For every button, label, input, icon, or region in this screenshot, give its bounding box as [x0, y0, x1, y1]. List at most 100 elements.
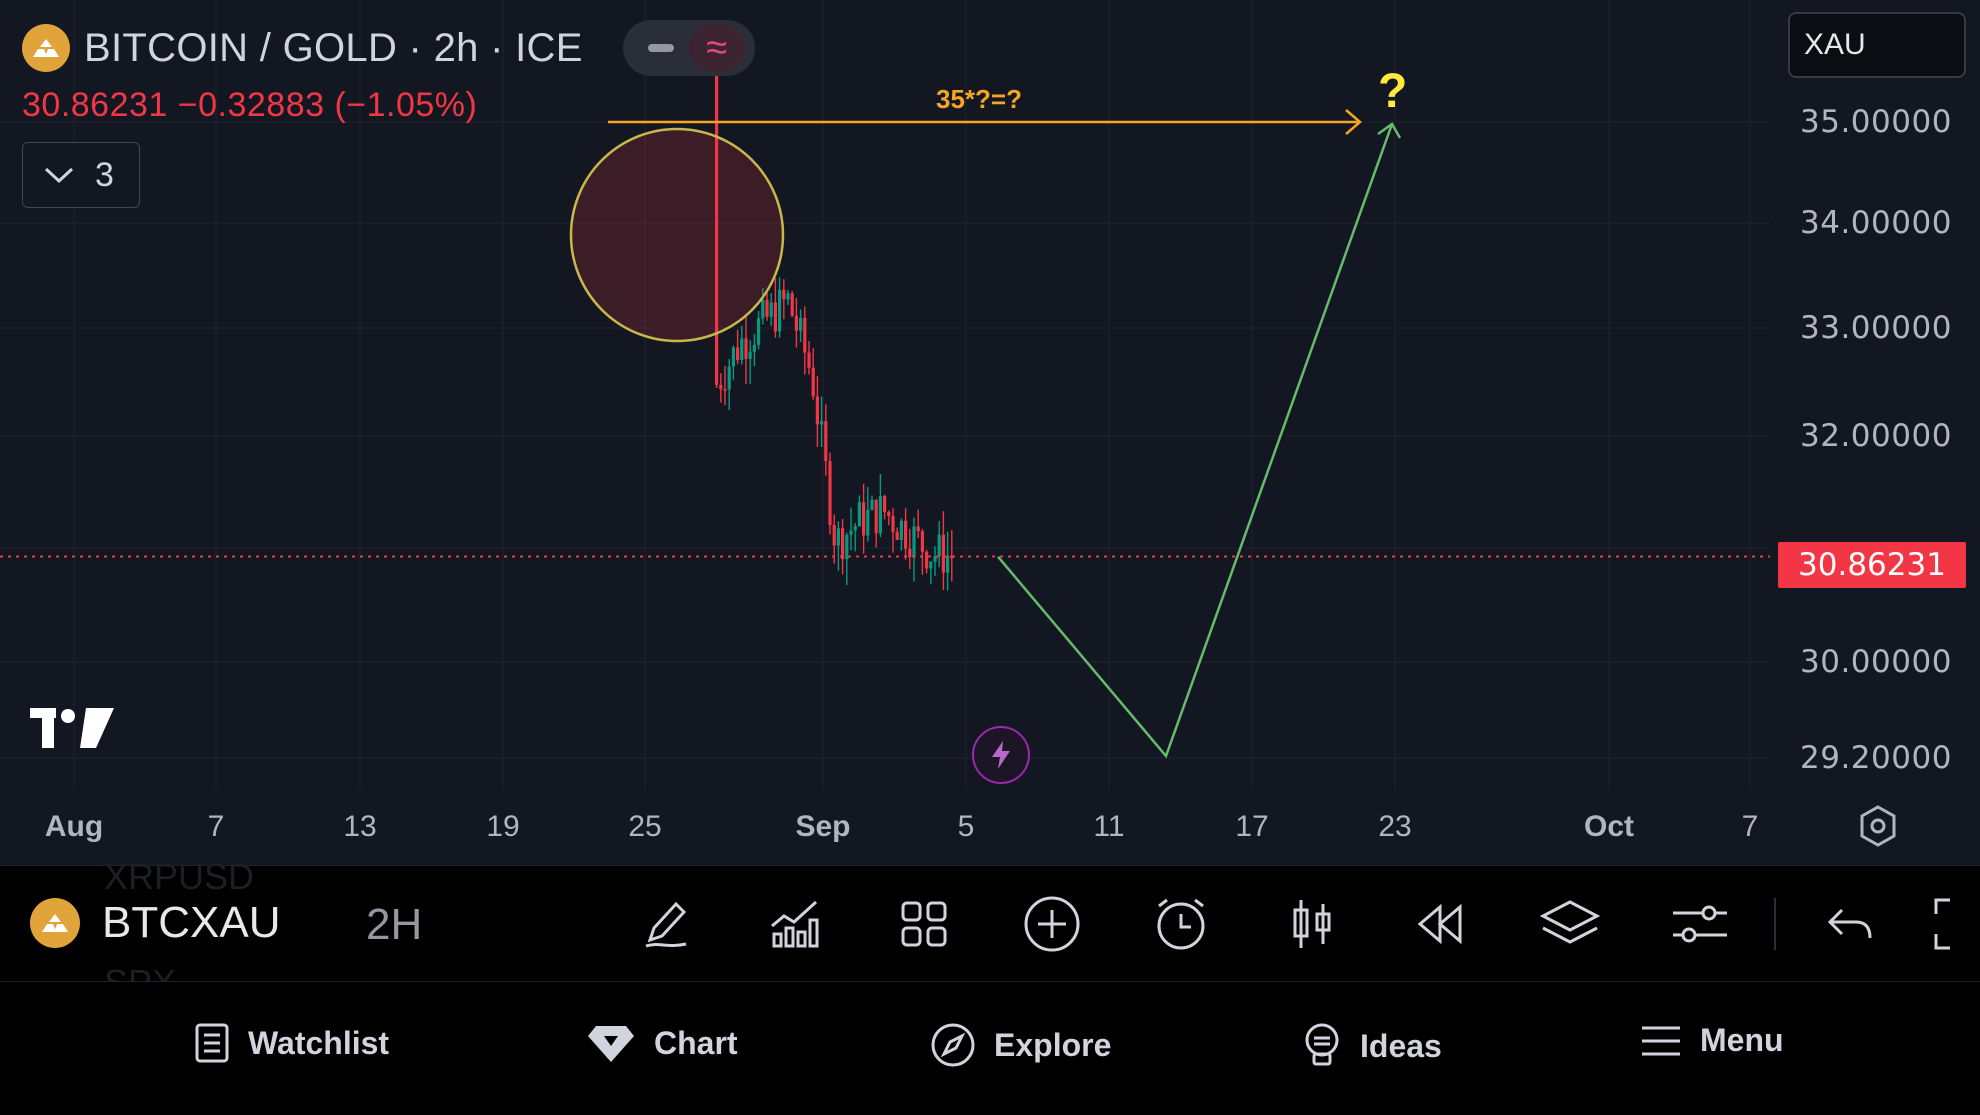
candle-body [794, 315, 798, 331]
symbol-ticker[interactable]: BTCXAU [102, 898, 281, 947]
x-tick-label: 11 [1093, 810, 1125, 843]
lightning-events-icon[interactable] [972, 726, 1030, 784]
candle-body [866, 509, 870, 536]
candle-body [908, 548, 912, 558]
y-tick-label: 34.00000 [1800, 205, 1952, 241]
candle-body [820, 421, 824, 425]
settings-sliders-icon[interactable] [1668, 892, 1732, 956]
chart-toolbar: XRPUSD SPX BTCXAU 2H [0, 856, 1980, 1003]
candle-body [937, 534, 941, 557]
x-tick-label: 19 [486, 810, 520, 843]
nav-watchlist[interactable]: Watchlist [194, 1022, 389, 1064]
x-tick-label: Oct [1583, 810, 1635, 843]
undo-icon[interactable] [1818, 892, 1882, 956]
watchlist-icon [195, 1023, 229, 1063]
compass-icon [931, 1023, 975, 1067]
layouts-icon[interactable] [892, 892, 956, 956]
chart-grid [0, 0, 1770, 790]
chart-mode-pill[interactable]: ≈ [622, 20, 755, 76]
y-tick-label: 30.00000 [1800, 644, 1952, 680]
candle-body [736, 347, 740, 360]
scale-currency-button[interactable]: XAU [1788, 12, 1966, 78]
replay-icon[interactable] [1408, 892, 1472, 956]
lightbulb-icon [1305, 1023, 1339, 1066]
x-tick-label: 13 [343, 810, 377, 843]
nav-chart[interactable]: Chart [586, 1022, 738, 1064]
question-mark-label[interactable]: ? [1378, 65, 1408, 118]
pen-icon[interactable] [634, 892, 698, 956]
ghost-symbol: XRPUSD [104, 856, 255, 897]
candle-body [857, 502, 861, 527]
price-chart[interactable] [0, 0, 1980, 865]
x-tick-label: Sep [795, 810, 851, 843]
candle-body [933, 556, 937, 562]
layers-icon[interactable] [1538, 892, 1602, 956]
candle-body [883, 496, 887, 513]
candle-body [744, 338, 748, 359]
nav-ideas[interactable]: Ideas [1302, 1022, 1442, 1070]
indicators-collapse-button[interactable]: 3 [22, 142, 140, 208]
candle-body [715, 38, 719, 385]
indicators-icon[interactable] [762, 892, 826, 956]
candle-body [723, 389, 727, 391]
nav-label: Chart [654, 1024, 738, 1061]
candle-body [853, 526, 857, 531]
candle-body [946, 555, 950, 573]
gold-coin-icon [30, 898, 80, 948]
candle-body [941, 534, 945, 573]
chart-diamond-icon [588, 1026, 634, 1062]
candle-body [895, 531, 899, 541]
candle-body [891, 515, 895, 532]
minus-icon[interactable] [633, 24, 689, 72]
x-tick-label: 23 [1378, 810, 1412, 843]
candle-body [727, 366, 731, 390]
candle-body [761, 299, 765, 319]
candle-body [904, 520, 908, 549]
candle-body [912, 526, 916, 558]
candle-body [799, 317, 803, 331]
hamburger-menu-icon [1642, 1026, 1680, 1055]
candle-body [765, 299, 769, 317]
y-tick-label: 33.00000 [1800, 310, 1952, 346]
target-annotation[interactable]: 35*?=? [936, 84, 1022, 114]
candle-body [782, 289, 786, 300]
tradingview-logo[interactable] [30, 706, 116, 757]
chart-area[interactable]: BITCOIN / GOLD · 2h · ICE ≈ 30.86231 −0.… [0, 0, 1980, 865]
candle-body [811, 367, 815, 397]
highlight-circle [569, 127, 785, 343]
y-tick-label: 35.00000 [1800, 104, 1952, 140]
symbol-title[interactable]: BITCOIN / GOLD · 2h · ICE [84, 25, 583, 70]
interval-button[interactable]: 2H [366, 900, 423, 949]
gear-icon[interactable] [1856, 804, 1900, 853]
nav-menu[interactable]: Menu [1640, 1022, 1784, 1059]
candle-body [925, 551, 929, 569]
add-icon[interactable] [1020, 892, 1084, 956]
gold-coin-icon [22, 24, 70, 72]
y-tick-label: 29.20000 [1800, 740, 1952, 776]
price-change: 30.86231 −0.32883 (−1.05%) [22, 86, 478, 124]
candle-body [740, 338, 744, 360]
candle-body [807, 352, 811, 368]
x-tick-label: 17 [1235, 810, 1269, 843]
indicator-count: 3 [95, 155, 114, 194]
toolbar-symbol[interactable]: BTCXAU [30, 898, 280, 948]
fullscreen-icon[interactable] [1930, 892, 1980, 956]
nav-label: Menu [1700, 1022, 1784, 1058]
nav-explore[interactable]: Explore [930, 1022, 1111, 1068]
candle-body [752, 344, 756, 352]
approx-wave-icon[interactable]: ≈ [688, 24, 745, 72]
candles-icon[interactable] [1280, 892, 1344, 956]
alert-clock-icon[interactable] [1149, 892, 1213, 956]
candle-body [786, 293, 790, 300]
bottom-navigation: Watchlist Chart Explore Ideas Menu [0, 981, 1980, 1115]
toolbar-divider [1774, 898, 1776, 950]
candle-body [824, 421, 828, 462]
candles-group [715, 23, 954, 591]
candle-body [748, 351, 752, 359]
projection-path [997, 123, 1394, 759]
candle-body [916, 526, 920, 532]
y-tick-label: 32.00000 [1800, 418, 1952, 454]
candle-body [731, 347, 735, 367]
candle-body [769, 302, 773, 317]
candle-body [870, 499, 874, 510]
